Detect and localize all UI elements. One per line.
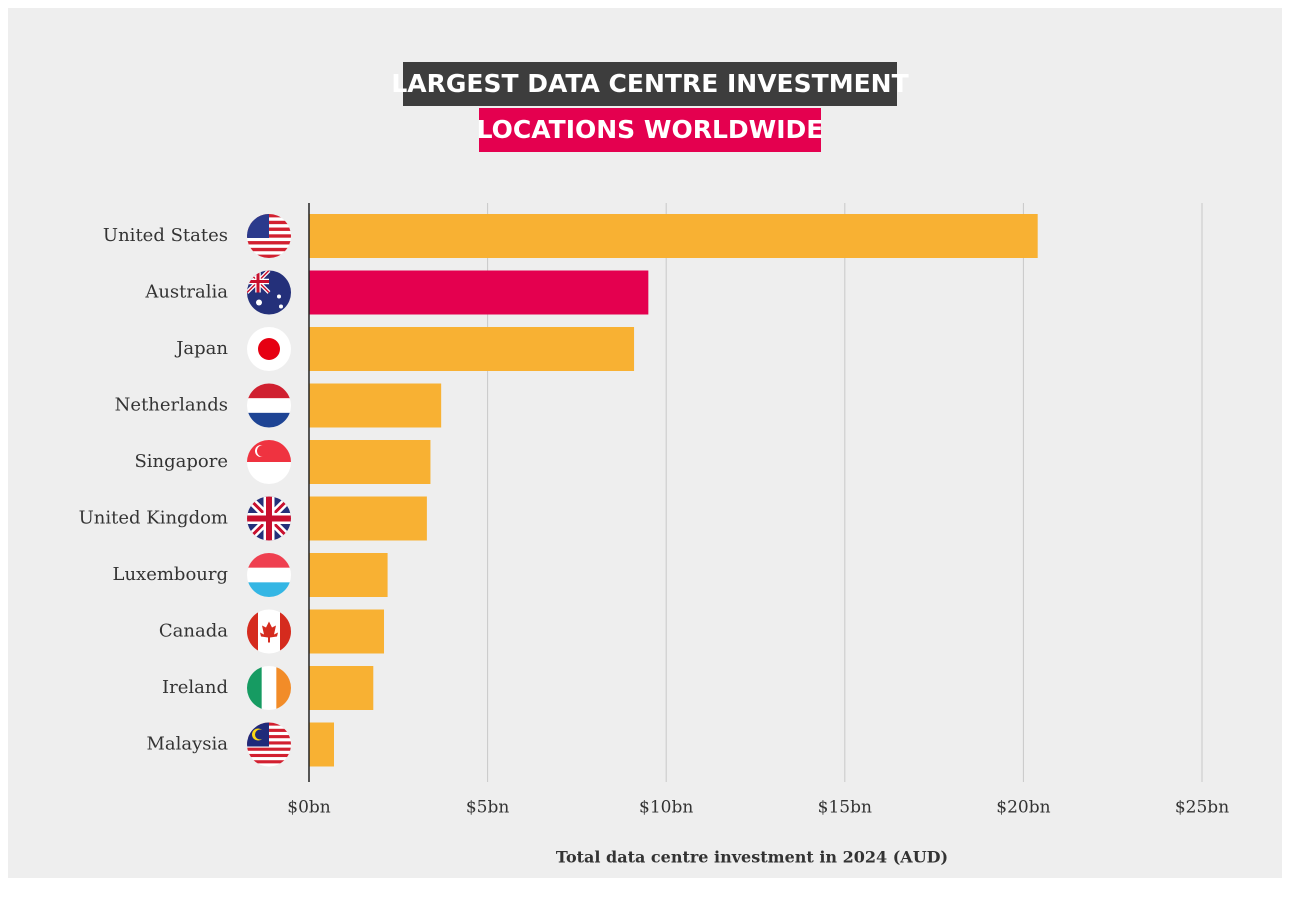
flag-part: [247, 251, 291, 255]
flag: [247, 214, 291, 258]
flag-part: [280, 609, 291, 654]
bar: [309, 553, 388, 597]
flag: [247, 327, 291, 371]
y-tick-label: Malaysia: [146, 734, 228, 755]
flag: [247, 270, 291, 315]
subtitle-box: [479, 108, 821, 152]
x-tick-label: $5bn: [466, 798, 510, 818]
flag-part: [247, 237, 291, 242]
panel: [8, 8, 1282, 878]
flag-part: [247, 270, 269, 293]
bar: [309, 327, 635, 371]
flag-part: [277, 294, 281, 299]
flag-part: [279, 304, 283, 309]
x-tick-label: $20bn: [996, 798, 1050, 818]
title-box: [403, 62, 897, 106]
flag-part: [255, 729, 265, 740]
flag-part: [269, 609, 281, 654]
flag-part: [276, 666, 291, 710]
flag-part: [247, 666, 263, 710]
flag-part: [247, 753, 291, 758]
bar: [309, 666, 374, 710]
bar: [309, 722, 335, 767]
flag-part: [247, 757, 291, 761]
flag: [247, 496, 291, 541]
flag: [247, 553, 291, 597]
flag-part: [247, 247, 291, 252]
bar: [309, 214, 1038, 258]
flag-part: [247, 760, 291, 764]
flag-part: [247, 462, 291, 484]
y-tick-label: Singapore: [134, 451, 228, 472]
y-tick-label: Canada: [159, 621, 228, 642]
flag-part: [247, 750, 291, 755]
flag-part: [247, 241, 291, 245]
flag-part: [247, 440, 291, 463]
y-tick-label: United Kingdom: [79, 508, 228, 529]
y-tick-label: Japan: [174, 338, 228, 359]
flag-part: [247, 747, 291, 752]
flag-part: [256, 299, 262, 306]
x-tick-label: $0bn: [287, 798, 331, 818]
flag-part: [247, 412, 291, 428]
flag-part: [247, 763, 291, 767]
x-axis-label: Total data centre investment in 2024 (AU…: [556, 848, 948, 867]
flag-part: [247, 398, 291, 414]
bar: [309, 440, 431, 484]
y-tick-label: Ireland: [162, 677, 228, 698]
flag: [247, 609, 291, 654]
bar: [309, 383, 442, 428]
y-tick-label: United States: [103, 225, 228, 246]
flag-part: [247, 567, 291, 583]
x-tick-label: $10bn: [639, 798, 693, 818]
chart-subtitle: LOCATIONS WORLDWIDE: [477, 115, 824, 144]
flag-part: [247, 609, 259, 654]
flag: [247, 722, 291, 767]
bar: [309, 270, 649, 315]
x-tick-label: $25bn: [1175, 798, 1229, 818]
bar: [309, 609, 385, 654]
flag: [247, 440, 291, 484]
flag: [247, 666, 291, 710]
flag-part: [247, 244, 291, 249]
flag-part: [257, 445, 269, 457]
flag-part: [247, 254, 291, 258]
y-tick-label: Australia: [144, 282, 228, 303]
y-tick-label: Luxembourg: [113, 564, 229, 585]
x-tick-label: $15bn: [818, 798, 872, 818]
flag-part: [261, 666, 277, 710]
flag-part: [247, 383, 291, 399]
flag-part: [258, 338, 280, 360]
flag-part: [247, 496, 291, 541]
flag-part: [247, 553, 291, 569]
bar: [309, 496, 427, 541]
y-tick-label: Netherlands: [115, 395, 228, 416]
chart-title: LARGEST DATA CENTRE INVESTMENT: [391, 69, 908, 98]
flag-part: [260, 621, 278, 643]
flag: [247, 383, 291, 428]
flag-part: [247, 582, 291, 597]
